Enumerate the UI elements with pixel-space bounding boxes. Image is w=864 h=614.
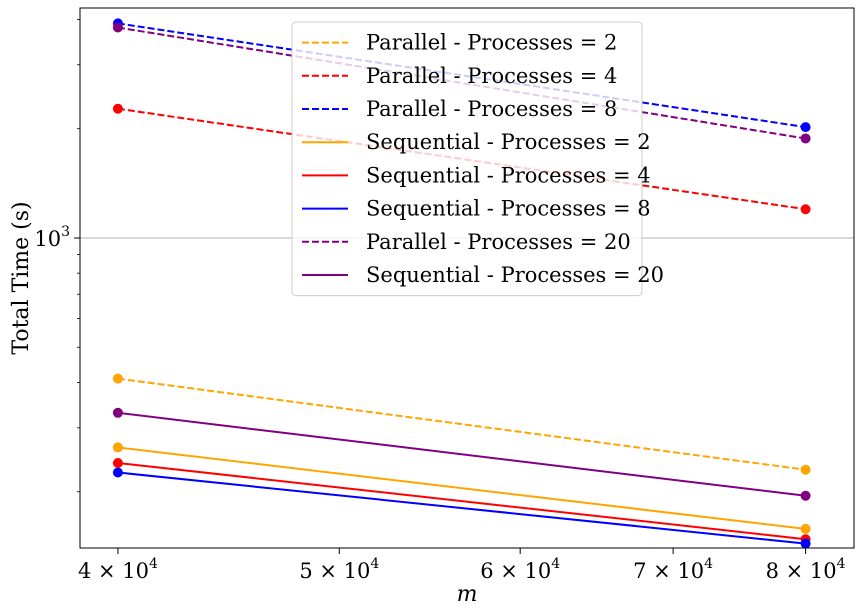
data-point (112, 458, 123, 469)
series-line (117, 22, 806, 129)
series-line (117, 471, 806, 545)
legend-item: Sequential - Processes = 8 (302, 197, 651, 221)
x-tick-label: 4 × 104 (78, 556, 158, 583)
x-tick-mantissa: 8 × 10 (766, 559, 837, 583)
x-tick-exponent: 4 (704, 556, 713, 572)
x-tick-label: 6 × 104 (480, 556, 560, 583)
y-axis-label: Total Time (s) (9, 201, 34, 354)
series-line (117, 26, 806, 140)
x-tick-exponent: 4 (149, 556, 158, 572)
legend-label: Parallel - Processes = 8 (366, 97, 617, 121)
legend-item: Parallel - Processes = 8 (302, 97, 617, 121)
data-point (112, 22, 123, 33)
series-4 (112, 458, 811, 545)
y-tick-base: 10 (34, 227, 61, 251)
series-7 (112, 407, 811, 501)
x-tick-mantissa: 5 × 10 (299, 559, 370, 583)
x-tick-mantissa: 4 × 10 (78, 559, 149, 583)
x-tick-exponent: 4 (551, 556, 560, 572)
data-point (800, 490, 811, 501)
data-point (112, 373, 123, 384)
series-line (117, 462, 806, 541)
legend: Parallel - Processes = 2 Parallel - Proce… (291, 21, 664, 297)
x-tick-exponent: 4 (837, 556, 846, 572)
x-axis-label: m (457, 582, 478, 607)
series-5 (112, 467, 811, 549)
data-point (112, 467, 123, 478)
x-tick-label: 7 × 104 (633, 556, 713, 583)
series-6 (112, 22, 811, 144)
series-line (117, 377, 806, 471)
x-tick-mantissa: 6 × 10 (480, 559, 551, 583)
data-point (800, 464, 811, 475)
data-point (800, 538, 811, 549)
legend-label: Sequential - Processes = 4 (366, 163, 651, 187)
x-tick-mantissa: 7 × 10 (633, 559, 704, 583)
legend-item: Parallel - Processes = 4 (302, 64, 617, 88)
legend-item: Sequential - Processes = 20 (302, 263, 664, 287)
series-layer (112, 18, 811, 549)
data-point (800, 523, 811, 534)
x-tick-label: 5 × 104 (299, 556, 379, 583)
y-tick-label: 103 (34, 224, 70, 251)
legend-box (291, 21, 643, 297)
legend-label: Sequential - Processes = 8 (366, 197, 651, 221)
series-line (117, 446, 806, 530)
x-tick-exponent: 4 (370, 556, 379, 572)
data-point (800, 122, 811, 133)
legend-label: Parallel - Processes = 20 (366, 230, 631, 254)
legend-label: Sequential - Processes = 20 (366, 263, 664, 287)
data-point (800, 204, 811, 215)
legend-label: Parallel - Processes = 4 (366, 64, 617, 88)
series-1 (112, 103, 811, 215)
y-tick-exponent: 3 (61, 224, 70, 240)
legend-label: Sequential - Processes = 2 (366, 130, 651, 154)
legend-item: Sequential - Processes = 4 (302, 163, 651, 187)
plot-frame (79, 7, 855, 549)
series-line (117, 107, 806, 211)
series-3 (112, 442, 811, 534)
series-line (117, 411, 806, 497)
series-0 (112, 373, 811, 475)
legend-item: Parallel - Processes = 2 (302, 31, 617, 55)
legend-label: Parallel - Processes = 2 (366, 31, 617, 55)
legend-item: Parallel - Processes = 20 (302, 230, 631, 254)
data-point (112, 103, 123, 114)
x-tick-label: 8 × 104 (766, 556, 846, 583)
legend-item: Sequential - Processes = 2 (302, 130, 651, 154)
data-point (800, 133, 811, 144)
data-point (112, 442, 123, 453)
data-point (112, 407, 123, 418)
